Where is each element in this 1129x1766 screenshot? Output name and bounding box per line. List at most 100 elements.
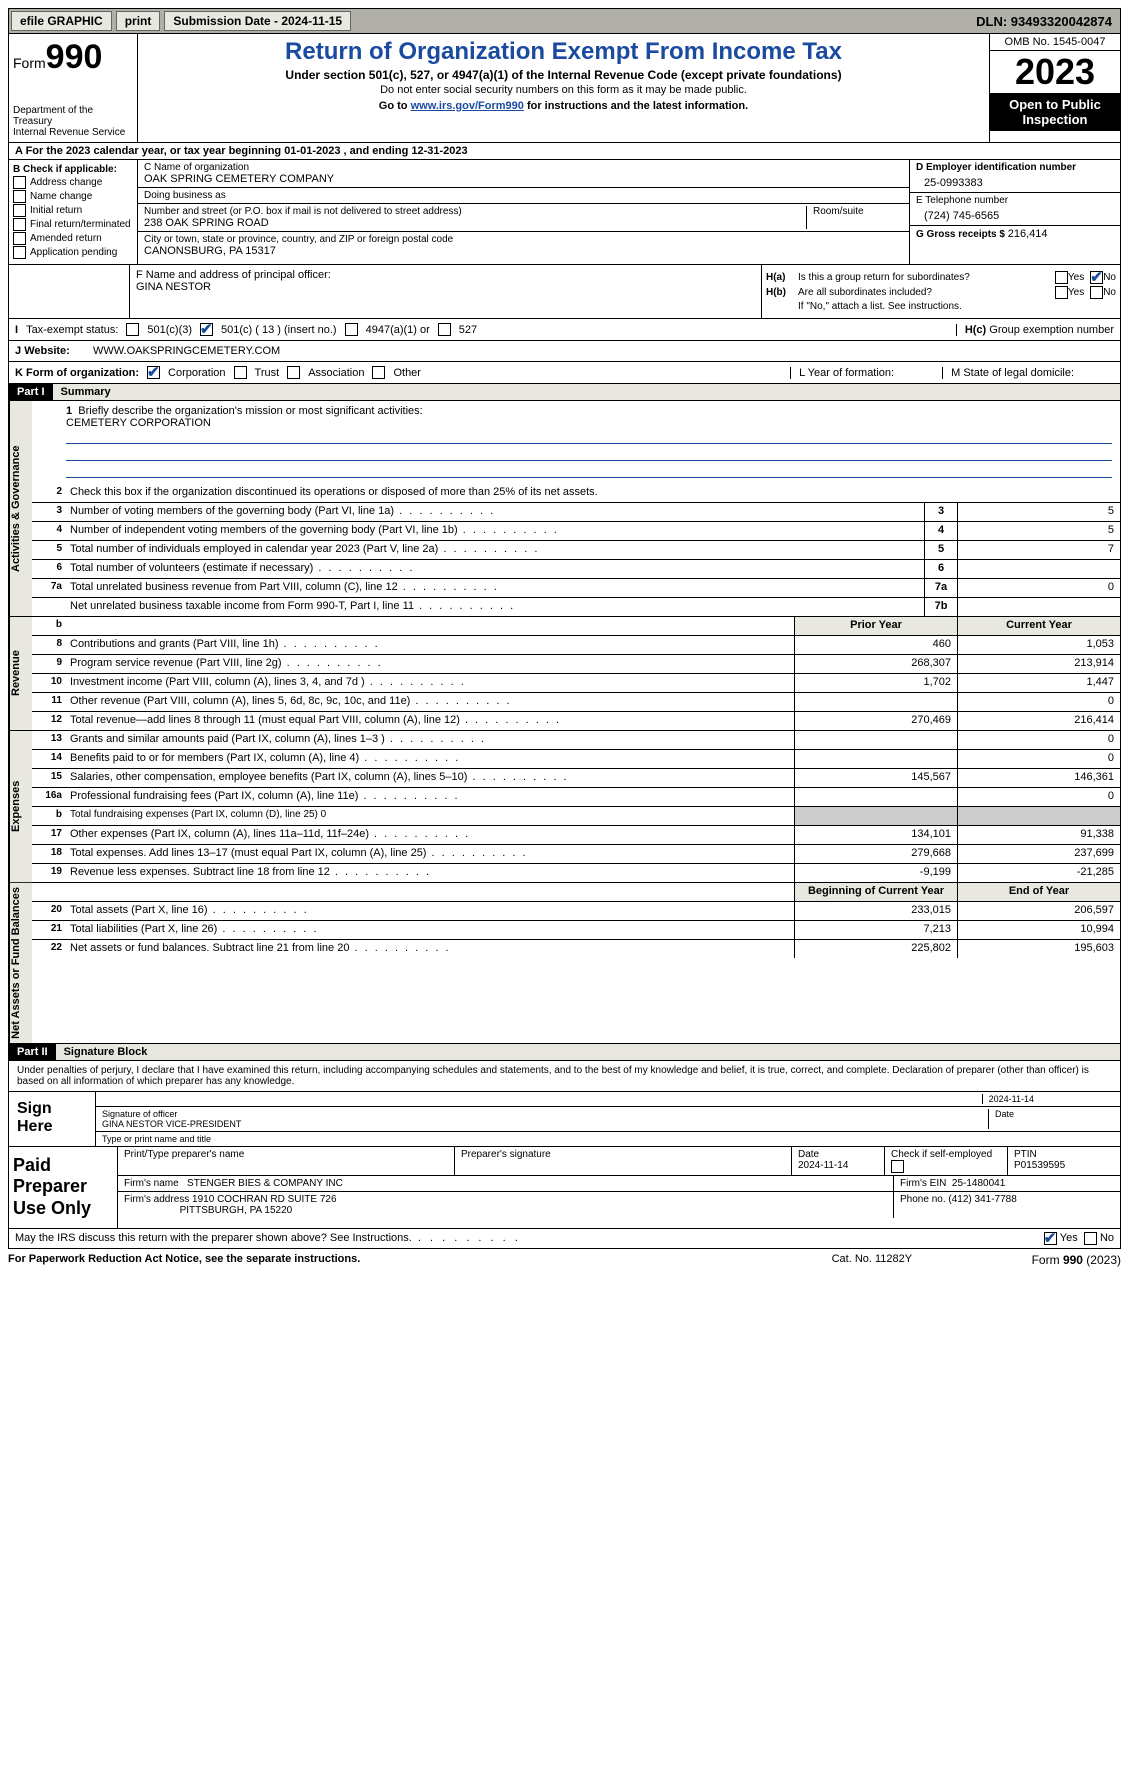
website-label: Website: — [24, 345, 70, 357]
chk-initial-return[interactable] — [13, 204, 26, 217]
chk-501c[interactable] — [200, 323, 213, 336]
summary-line: 6Total number of volunteers (estimate if… — [32, 560, 1120, 579]
sign-here-label: Sign Here — [9, 1092, 96, 1146]
chk-other[interactable] — [372, 366, 385, 379]
chk-discuss-yes[interactable] — [1044, 1232, 1057, 1245]
chk-corp[interactable] — [147, 366, 160, 379]
vtab-net-assets: Net Assets or Fund Balances — [9, 883, 32, 1043]
box-g: G Gross receipts $ 216,414 — [910, 226, 1120, 258]
chk-ha-yes[interactable] — [1055, 271, 1068, 284]
end-year-label: End of Year — [957, 883, 1120, 901]
officer-sig-value: GINA NESTOR VICE-PRESIDENT — [102, 1119, 241, 1129]
chk-ha-no[interactable] — [1090, 271, 1103, 284]
box-d: D Employer identification number 25-0993… — [910, 160, 1120, 193]
part-2-header: Part II Signature Block — [8, 1044, 1121, 1061]
sig-date-row: 2024-11-14 — [96, 1092, 1120, 1107]
discuss-row: May the IRS discuss this return with the… — [8, 1229, 1121, 1249]
lbl-discuss-no: No — [1100, 1232, 1114, 1244]
summary-line: 4Number of independent voting members of… — [32, 522, 1120, 541]
lbl-amended-return: Amended return — [30, 233, 102, 244]
summary-line: 11Other revenue (Part VIII, column (A), … — [32, 693, 1120, 712]
summary-line: 20Total assets (Part X, line 16)233,0152… — [32, 902, 1120, 921]
firm-ein: 25-1480041 — [952, 1178, 1005, 1189]
lbl-4947: 4947(a)(1) or — [366, 324, 430, 336]
city-label: City or town, state or province, country… — [144, 234, 903, 245]
firm-phone: (412) 341-7788 — [948, 1194, 1016, 1205]
part-1-tag: Part I — [9, 384, 53, 400]
box-c-city: City or town, state or province, country… — [138, 232, 909, 259]
submission-date: Submission Date - 2024-11-15 — [164, 11, 351, 31]
row-k: K Form of organization: Corporation Trus… — [8, 362, 1121, 384]
irs-link[interactable]: www.irs.gov/Form990 — [411, 100, 524, 112]
tax-year: 2023 — [990, 51, 1120, 93]
chk-assoc[interactable] — [287, 366, 300, 379]
lbl-name-change: Name change — [30, 191, 92, 202]
summary-line: 18Total expenses. Add lines 13–17 (must … — [32, 845, 1120, 864]
form-subtitle-2: Do not enter social security numbers on … — [142, 84, 985, 96]
summary-line: 16aProfessional fundraising fees (Part I… — [32, 788, 1120, 807]
prior-year-label: Prior Year — [794, 617, 957, 635]
row-j: J Website: WWW.OAKSPRINGCEMETERY.COM — [8, 341, 1121, 362]
chk-hb-yes[interactable] — [1055, 286, 1068, 299]
org-name-label: C Name of organization — [144, 162, 903, 173]
firm-ein-label: Firm's EIN — [900, 1178, 946, 1189]
hc-label: Group exemption number — [989, 324, 1114, 336]
chk-4947[interactable] — [345, 323, 358, 336]
firm-addr1: 1910 COCHRAN RD SUITE 726 — [192, 1194, 337, 1205]
ein-value: 25-0993383 — [916, 173, 1114, 189]
phone-label: E Telephone number — [916, 195, 1114, 206]
summary-line: 22Net assets or fund balances. Subtract … — [32, 940, 1120, 958]
signature-block: Under penalties of perjury, I declare th… — [8, 1061, 1121, 1229]
chk-discuss-no[interactable] — [1084, 1232, 1097, 1245]
summary-line: 17Other expenses (Part IX, column (A), l… — [32, 826, 1120, 845]
state-domicile-label: M State of legal domicile: — [942, 367, 1114, 379]
form-990: 990 — [46, 38, 103, 76]
ein-label: D Employer identification number — [916, 162, 1114, 173]
lbl-assoc: Association — [308, 367, 364, 379]
lbl-501c: 501(c) ( 13 ) (insert no.) — [221, 324, 337, 336]
prep-date-label: Date — [798, 1149, 819, 1160]
city-value: CANONSBURG, PA 15317 — [144, 245, 903, 257]
chk-501c3[interactable] — [126, 323, 139, 336]
section-revenue: Revenue b Prior Year Current Year 8Contr… — [8, 617, 1121, 731]
h-a-label: Is this a group return for subordinates? — [798, 272, 1055, 283]
vtab-governance: Activities & Governance — [9, 401, 32, 616]
ptin-value: P01539595 — [1014, 1160, 1065, 1171]
chk-self-employed[interactable] — [891, 1160, 904, 1173]
perjury-statement: Under penalties of perjury, I declare th… — [9, 1061, 1120, 1091]
chk-address-change[interactable] — [13, 176, 26, 189]
summary-line: 13Grants and similar amounts paid (Part … — [32, 731, 1120, 750]
chk-final-return[interactable] — [13, 218, 26, 231]
box-h: H(a) Is this a group return for subordin… — [762, 265, 1120, 318]
chk-amended-return[interactable] — [13, 232, 26, 245]
summary-line: 14Benefits paid to or for members (Part … — [32, 750, 1120, 769]
chk-trust[interactable] — [234, 366, 247, 379]
h-b-label: Are all subordinates included? — [798, 287, 1055, 298]
box-c-name: C Name of organization OAK SPRING CEMETE… — [138, 160, 909, 188]
summary-line: 2Check this box if the organization disc… — [32, 484, 1120, 503]
chk-hb-no[interactable] — [1090, 286, 1103, 299]
dln-label: DLN: 93493320042874 — [976, 14, 1118, 29]
chk-name-change[interactable] — [13, 190, 26, 203]
form-header: Form990 Department of the Treasury Inter… — [8, 34, 1121, 143]
h-b-note: If "No," attach a list. See instructions… — [798, 301, 1116, 312]
chk-application-pending[interactable] — [13, 246, 26, 259]
part-2-title: Signature Block — [56, 1044, 1120, 1060]
lbl-final-return: Final return/terminated — [30, 219, 131, 230]
summary-line: 12Total revenue—add lines 8 through 11 (… — [32, 712, 1120, 730]
gross-value: 216,414 — [1008, 228, 1048, 240]
begin-year-label: Beginning of Current Year — [794, 883, 957, 901]
chk-527[interactable] — [438, 323, 451, 336]
phone-value: (724) 745-6565 — [916, 206, 1114, 222]
lbl-trust: Trust — [255, 367, 280, 379]
mission-block: 1 Briefly describe the organization's mi… — [32, 401, 1120, 484]
sig-date: 2024-11-14 — [982, 1094, 1114, 1104]
summary-line: 10Investment income (Part VIII, column (… — [32, 674, 1120, 693]
print-button[interactable]: print — [116, 11, 161, 31]
lbl-501c3: 501(c)(3) — [147, 324, 192, 336]
firm-phone-label: Phone no. — [900, 1194, 946, 1205]
net-header: Beginning of Current Year End of Year — [32, 883, 1120, 902]
summary-line: 3Number of voting members of the governi… — [32, 503, 1120, 522]
goto-post: for instructions and the latest informat… — [527, 100, 748, 112]
officer-name: GINA NESTOR — [136, 281, 755, 293]
